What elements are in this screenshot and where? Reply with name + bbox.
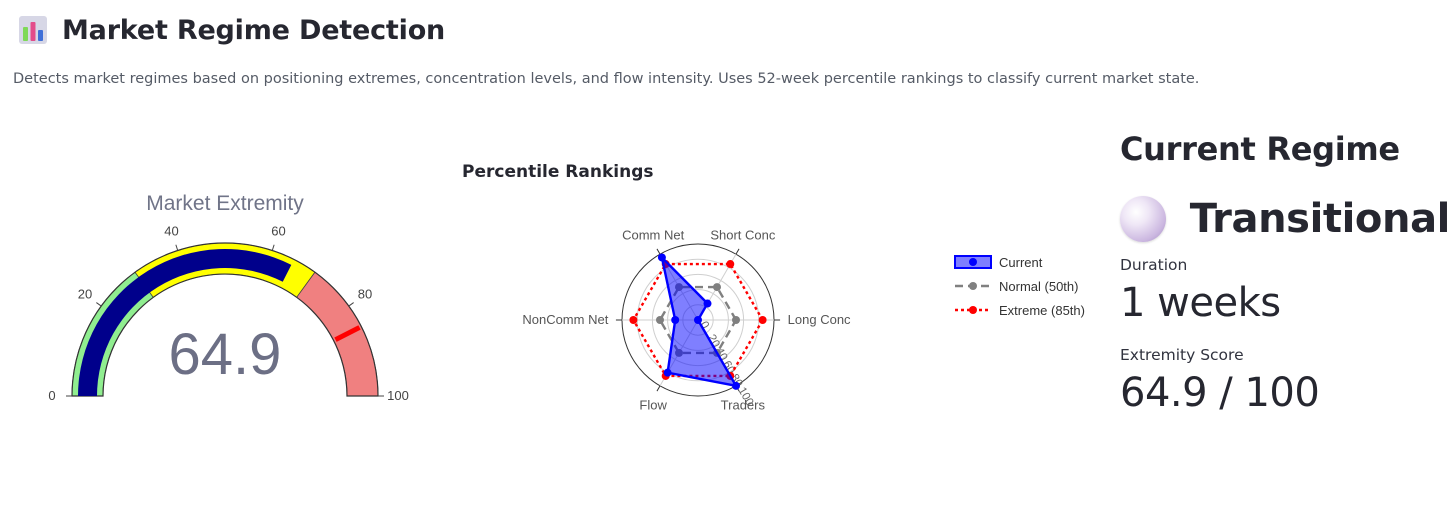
regime-heading: Current Regime [1120, 130, 1400, 168]
radar-spoke-tick [656, 385, 661, 392]
duration-value: 1 weeks [1120, 280, 1281, 326]
radar-radial-tick-label: 0 [697, 320, 711, 332]
radar-legend-label: Normal (50th) [999, 279, 1078, 294]
radar-point [657, 253, 666, 262]
gauge-tick-mark [96, 302, 102, 307]
radar-title: Percentile Rankings [462, 162, 654, 182]
radar-category-label: Short Conc [710, 227, 776, 242]
radar-point [732, 381, 740, 390]
radar-point [671, 316, 680, 324]
radar-spoke-tick [656, 248, 661, 255]
radar-spoke-tick [735, 248, 740, 255]
page-title: Market Regime Detection [62, 14, 446, 46]
regime-status: Transitional [1120, 196, 1450, 242]
radar-point [663, 368, 672, 377]
radar-point [656, 316, 664, 324]
gauge-svg: Market Extremity 0 20 40 60 80 100 64.9 [48, 192, 409, 403]
gauge-threshold-line [334, 325, 361, 342]
gauge-tick-label: 40 [164, 223, 178, 238]
gauge-tick-label: 60 [271, 223, 285, 238]
gauge-tick-mark [271, 244, 275, 251]
radar-category-label: Traders [721, 398, 766, 413]
gauge-tick-label: 20 [78, 286, 92, 301]
gauge-value-bar [78, 249, 292, 396]
radar-chart: Long Conc Short Conc Comm Net NonComm Net Fl… [500, 218, 1100, 428]
radar-point [732, 316, 740, 324]
radar-point [703, 299, 712, 308]
gauge-chart: Market Extremity 0 20 40 60 80 100 64.9 [40, 180, 420, 410]
gauge-value-label: 64.9 [169, 322, 282, 387]
radar-point [713, 283, 721, 292]
gauge-tick-mark [175, 244, 179, 251]
gauge-tick-label: 100 [387, 388, 409, 403]
radar-legend-label: Current [999, 255, 1043, 270]
radar-point [629, 316, 638, 324]
radar-point [726, 260, 735, 269]
radar-category-label: NonComm Net [522, 312, 608, 327]
extremity-score-value: 64.9 / 100 [1120, 370, 1320, 416]
gauge-tick-label: 0 [48, 388, 55, 403]
gauge-title: Market Extremity [146, 192, 304, 215]
page-description: Detects market regimes based on position… [13, 71, 1200, 87]
regime-panel: Current Regime Transitional Duration 1 w… [1120, 130, 1450, 416]
gauge-tick-mark [348, 302, 354, 307]
radar-svg: Long Conc Short Conc Comm Net NonComm Net Fl… [522, 227, 1085, 413]
radar-category-label: Comm Net [622, 227, 685, 242]
radar-point [694, 316, 702, 324]
gauge-outline [71, 242, 379, 397]
page-header: Market Regime Detection [18, 12, 445, 48]
regime-name: Transitional [1189, 196, 1451, 242]
radar-category-label: Flow [639, 398, 667, 413]
radar-legend-marker [969, 258, 977, 266]
radar-legend-marker [969, 282, 977, 290]
duration-label: Duration [1120, 256, 1188, 274]
extremity-score-label: Extremity Score [1120, 346, 1244, 364]
radar-point [758, 316, 767, 324]
gauge-tick-label: 80 [358, 286, 372, 301]
radar-legend-label: Extreme (85th) [999, 303, 1085, 318]
radar-legend-marker [969, 306, 977, 314]
bar-chart-icon [19, 16, 47, 44]
radar-category-label: Long Conc [788, 312, 851, 327]
regime-orb-icon [1120, 196, 1166, 242]
